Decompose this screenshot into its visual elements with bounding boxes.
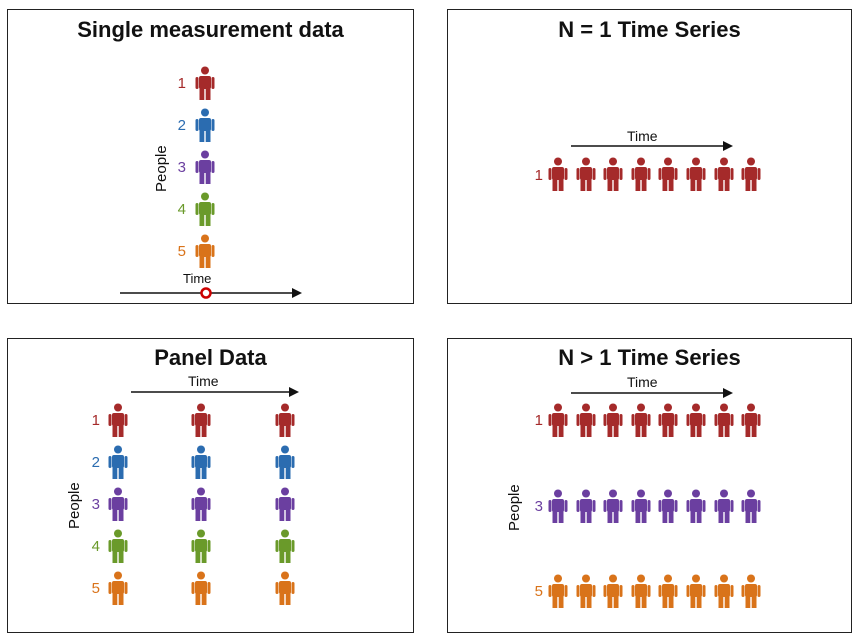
- person-icon: [191, 571, 211, 605]
- person-icon: [108, 403, 128, 437]
- time-arrow: [131, 387, 299, 397]
- person-icon: [631, 574, 651, 608]
- person-icon: [108, 529, 128, 563]
- person-icon: [195, 66, 215, 100]
- person-icon: [631, 157, 651, 191]
- panel-title: N = 1 Time Series: [558, 17, 741, 42]
- panel-n1-time-series: N = 1 Time Series Time 1: [447, 9, 852, 304]
- person-number-label: 5: [177, 243, 186, 260]
- time-label: Time: [188, 373, 219, 389]
- person-icon: [714, 489, 734, 523]
- person-icon: [741, 489, 761, 523]
- person-number-label: 1: [177, 75, 186, 92]
- person-icon: [195, 192, 215, 226]
- person-icon: [714, 574, 734, 608]
- person-icon: [658, 574, 678, 608]
- panel-panel-data: Panel Data Time People 1 2 3 4 5: [7, 338, 414, 633]
- person-icon: [275, 529, 295, 563]
- person-icon: [658, 489, 678, 523]
- person-icon: [658, 403, 678, 437]
- person-icon: [714, 157, 734, 191]
- person-icon: [576, 489, 596, 523]
- person-icon: [548, 157, 568, 191]
- person-number-label: 3: [534, 498, 543, 515]
- person-icon: [603, 489, 623, 523]
- time-label: Time: [627, 128, 658, 144]
- person-icon: [576, 403, 596, 437]
- person-icon: [108, 445, 128, 479]
- time-label: Time: [627, 374, 658, 390]
- panel-title: Panel Data: [154, 345, 267, 370]
- person-icon: [686, 403, 706, 437]
- person-icon: [191, 529, 211, 563]
- person-icon: [741, 157, 761, 191]
- person-icon: [741, 574, 761, 608]
- person-icon: [714, 403, 734, 437]
- person-number-label: 4: [91, 538, 100, 555]
- person-icon: [275, 445, 295, 479]
- time-arrow: [571, 388, 733, 398]
- person-number-label: 1: [91, 412, 100, 429]
- person-icon: [548, 403, 568, 437]
- person-number-label: 5: [91, 580, 100, 597]
- person-icon: [686, 489, 706, 523]
- time-label: Time: [183, 271, 212, 286]
- person-number-label: 1: [534, 167, 543, 184]
- person-icon: [191, 403, 211, 437]
- person-icon: [195, 108, 215, 142]
- person-number-label: 2: [91, 454, 100, 471]
- single-measurement-marker: [200, 287, 212, 299]
- person-icon: [631, 489, 651, 523]
- person-icon: [275, 571, 295, 605]
- person-icon: [548, 574, 568, 608]
- person-number-label: 5: [534, 583, 543, 600]
- people-axis-label: People: [66, 482, 83, 529]
- person-icon: [576, 157, 596, 191]
- person-icon: [548, 489, 568, 523]
- person-icon: [741, 403, 761, 437]
- person-icon: [686, 157, 706, 191]
- person-number-label: 3: [91, 496, 100, 513]
- person-icon: [195, 150, 215, 184]
- people-axis-label: People: [153, 145, 170, 192]
- time-arrow: [571, 141, 733, 151]
- person-number-label: 2: [177, 117, 186, 134]
- panel-nmany-time-series: N > 1 Time Series Time People 1 3 5: [447, 338, 852, 633]
- person-icon: [603, 157, 623, 191]
- person-number-label: 3: [177, 159, 186, 176]
- time-arrow: [120, 287, 302, 299]
- person-icon: [686, 574, 706, 608]
- person-icon: [195, 234, 215, 268]
- person-icon: [603, 574, 623, 608]
- person-icon: [658, 157, 678, 191]
- person-icon: [603, 403, 623, 437]
- person-icon: [191, 445, 211, 479]
- panel-title: N > 1 Time Series: [558, 345, 741, 370]
- person-icon: [108, 571, 128, 605]
- panel-title: Single measurement data: [77, 17, 344, 42]
- person-icon: [275, 403, 295, 437]
- person-icon: [191, 487, 211, 521]
- people-axis-label: People: [506, 484, 523, 531]
- person-icon: [576, 574, 596, 608]
- person-number-label: 1: [534, 412, 543, 429]
- person-icon: [631, 403, 651, 437]
- person-icon: [275, 487, 295, 521]
- panel-single-measurement: Single measurement data People 1 2 3 4 5 Tim…: [7, 9, 414, 304]
- person-icon: [108, 487, 128, 521]
- person-number-label: 4: [177, 201, 186, 218]
